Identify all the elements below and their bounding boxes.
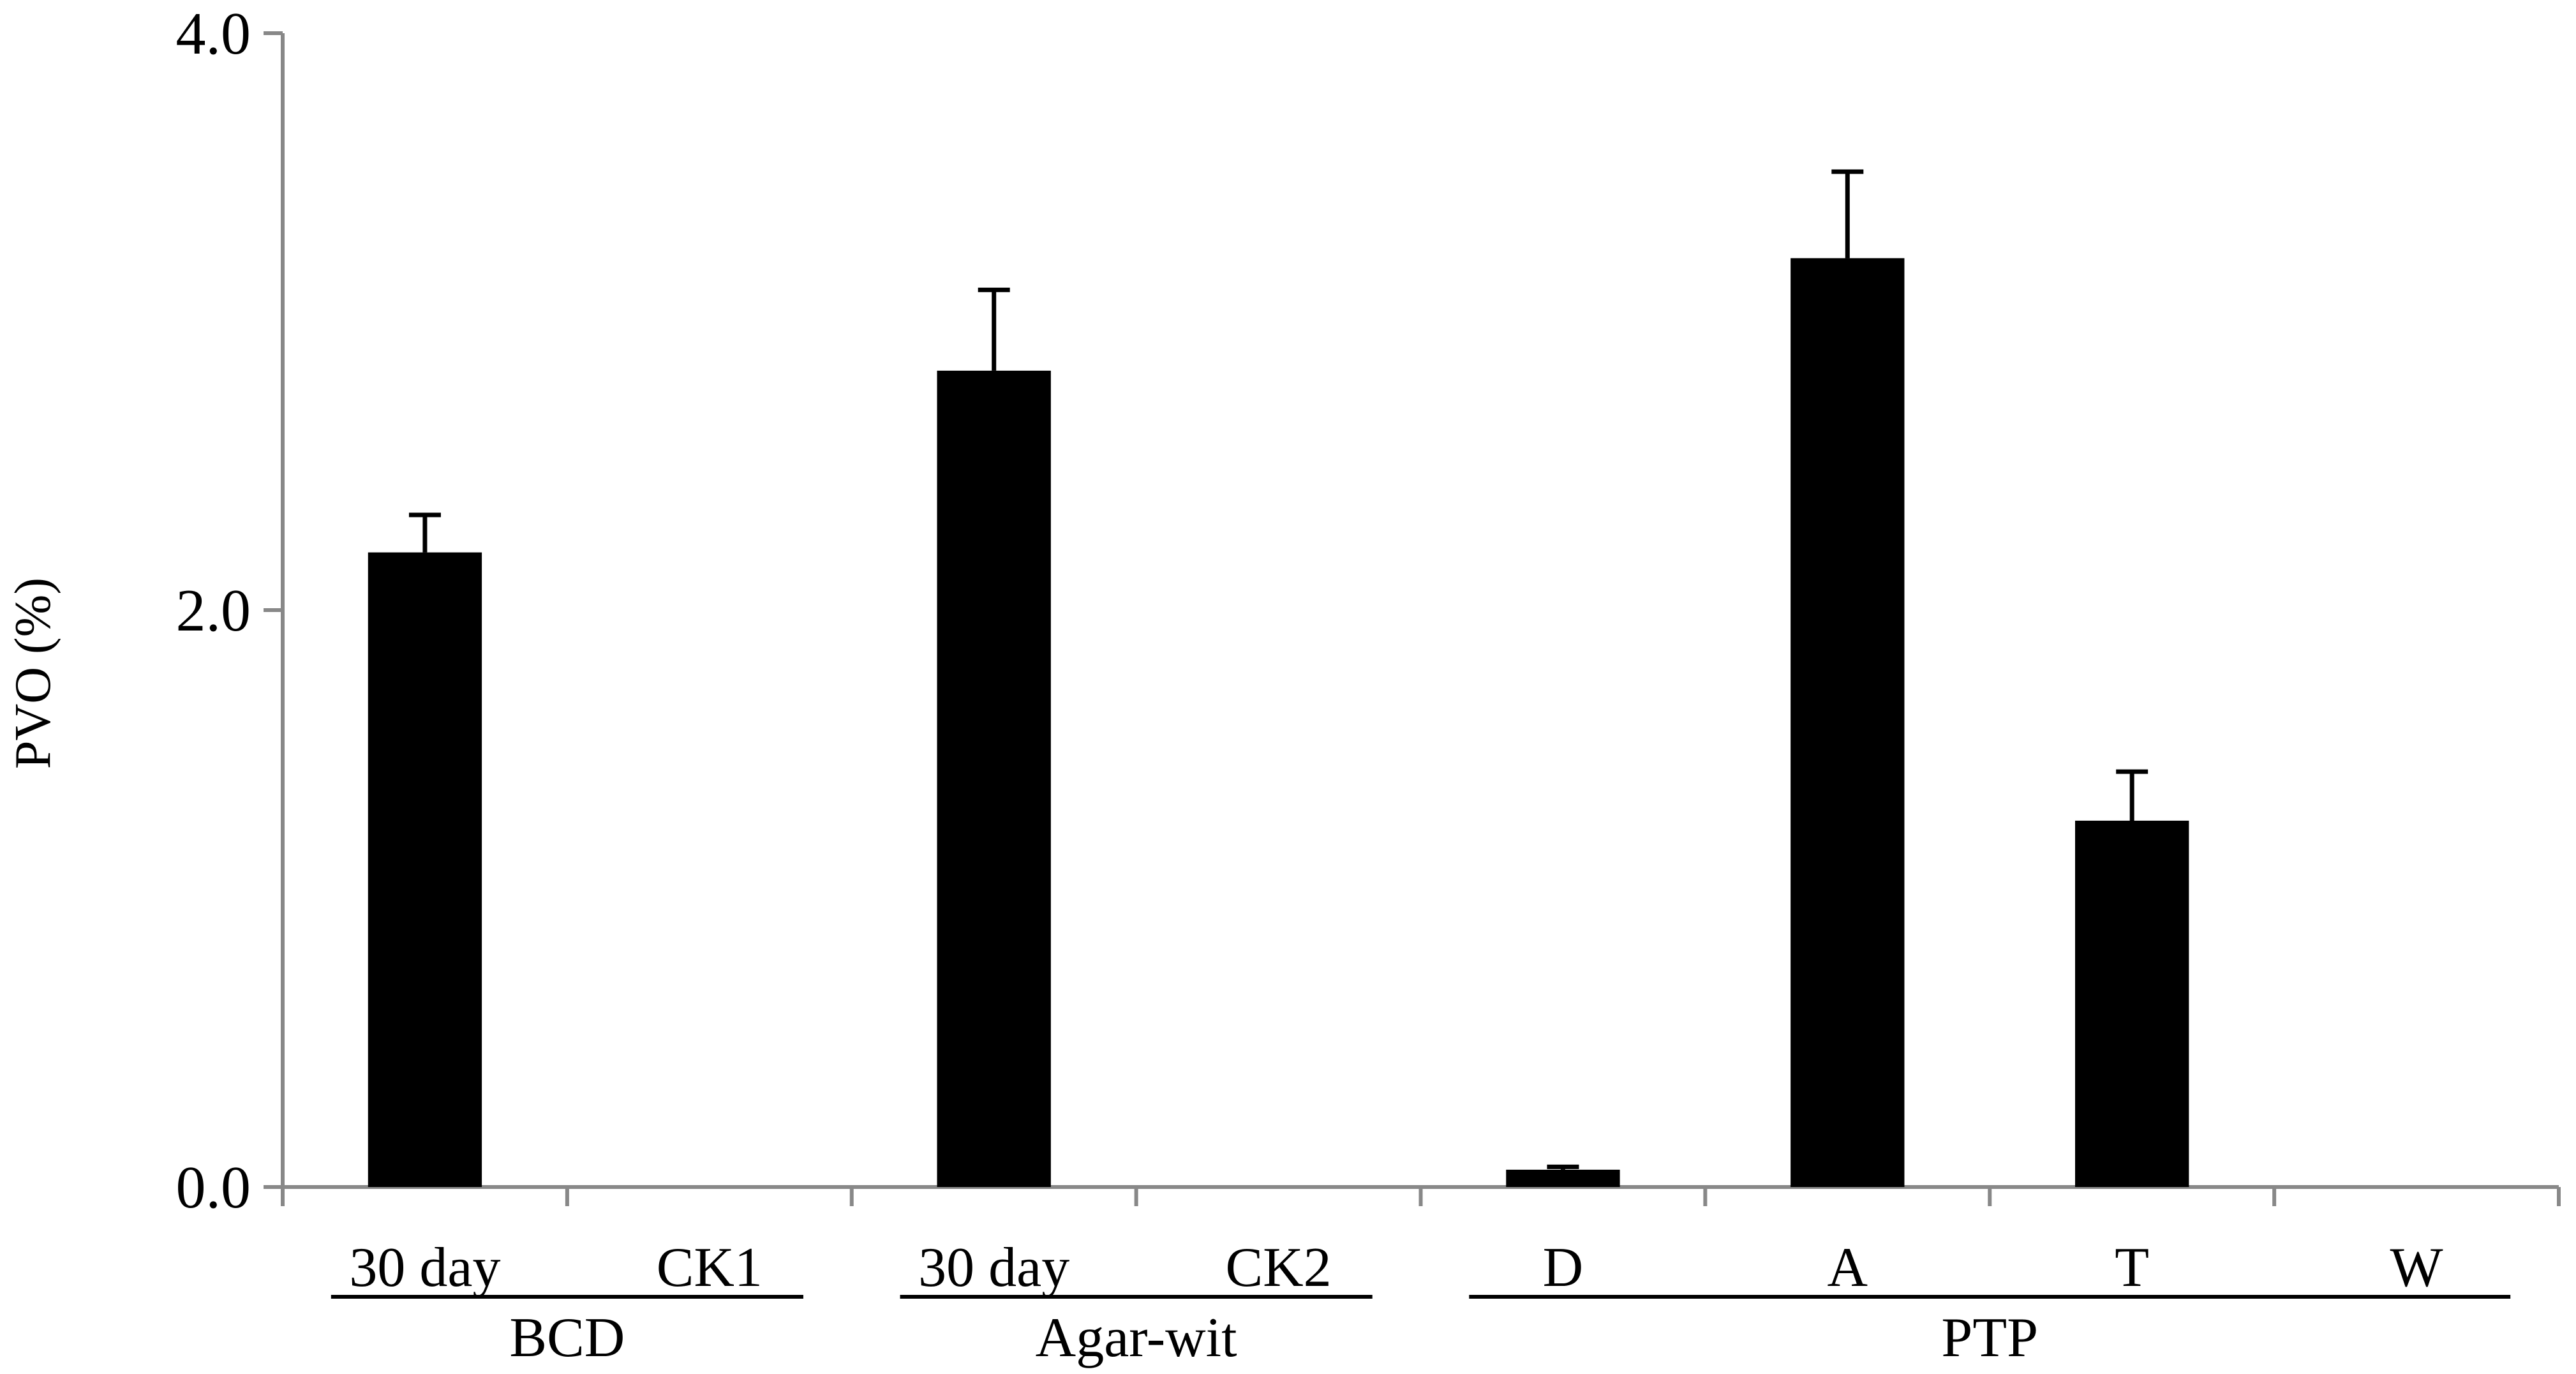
bar bbox=[1791, 258, 1905, 1187]
x-category-label: A bbox=[1828, 1237, 1868, 1299]
x-category-label: T bbox=[2115, 1237, 2149, 1299]
bar bbox=[368, 552, 482, 1187]
labels: 0.0 2.0 4.0 30 day CK1 30 day CK2 D A T W BCD Agar-w… bbox=[176, 1, 2443, 1369]
y-tick-label: 4.0 bbox=[176, 1, 251, 67]
bar bbox=[1506, 1169, 1620, 1187]
x-category-label: CK2 bbox=[1225, 1237, 1331, 1299]
bar bbox=[2075, 820, 2189, 1187]
y-tick-label: 0.0 bbox=[176, 1154, 251, 1221]
x-category-label: D bbox=[1543, 1237, 1584, 1299]
x-category-label: W bbox=[2390, 1237, 2443, 1299]
x-category-label: 30 day bbox=[918, 1237, 1069, 1299]
y-tick-label: 2.0 bbox=[176, 578, 251, 644]
bar bbox=[937, 370, 1051, 1187]
x-category-label: 30 day bbox=[349, 1237, 500, 1299]
x-group-label: Agar-wit bbox=[1036, 1307, 1237, 1369]
error-bars bbox=[408, 169, 2148, 1170]
y-axis-title: PVO (%) bbox=[5, 578, 61, 769]
bars bbox=[368, 258, 2189, 1187]
x-category-label: CK1 bbox=[657, 1237, 763, 1299]
x-group-label: BCD bbox=[509, 1307, 625, 1369]
axes bbox=[264, 31, 2561, 1299]
x-group-label: PTP bbox=[1941, 1307, 2038, 1369]
